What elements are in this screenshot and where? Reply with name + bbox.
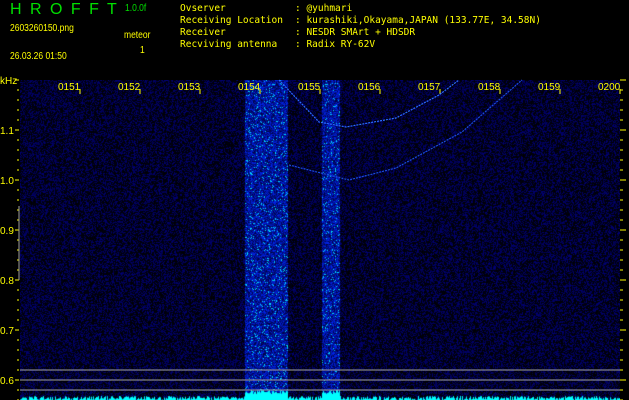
x-tick-label: 0151 xyxy=(58,82,81,93)
y-axis-label: kHz xyxy=(0,76,17,87)
y-tick-label: 1.0 xyxy=(0,176,14,187)
info-row-location: Receiving Location : kurashiki,Okayama,JA… xyxy=(180,15,541,27)
info-row-antenna: Recviving antenna : Radix RY-62V xyxy=(180,39,541,51)
info-row-observer: Ovserver : @yuhmari xyxy=(180,3,541,15)
info-row-receiver: Receiver : NESDR SMArt + HDSDR xyxy=(180,27,541,39)
app-title: H R O F F T xyxy=(10,1,119,18)
info-label: Receiving Location xyxy=(180,15,283,26)
meteor-count: 1 xyxy=(140,45,145,56)
x-tick-label: 0158 xyxy=(478,82,501,93)
info-label: Receiver xyxy=(180,27,226,38)
y-tick-label: 0.8 xyxy=(0,276,14,287)
doppler-traces xyxy=(278,79,523,181)
info-value: : Radix RY-62V xyxy=(295,39,376,50)
info-value: : kurashiki,Okayama,JAPAN (133.77E, 34.5… xyxy=(295,15,541,26)
x-tick-label: 0156 xyxy=(358,82,381,93)
info-label: Ovserver xyxy=(180,3,226,14)
y-tick-label: 1.1 xyxy=(0,126,14,137)
x-tick-label: 0153 xyxy=(178,82,201,93)
info-value: : @yuhmari xyxy=(295,3,353,14)
x-tick-label: 0155 xyxy=(298,82,321,93)
axes: 0151 0152 0153 0154 0155 0156 0157 0158 0159 0200… xyxy=(0,79,626,400)
y-tick-label: 0.9 xyxy=(0,226,14,237)
x-tick-label: 0152 xyxy=(118,82,141,93)
version-label: 1.0.0f xyxy=(125,3,147,14)
x-tick-label: 0159 xyxy=(538,82,561,93)
spectrogram xyxy=(20,80,620,400)
x-tick-label: 0154 xyxy=(238,82,261,93)
doppler-trace xyxy=(278,79,460,128)
y-tick-label: 0.7 xyxy=(0,326,14,337)
info-label: Recviving antenna xyxy=(180,39,278,50)
x-tick-label: 0157 xyxy=(418,82,441,93)
meteor-label: meteor xyxy=(124,30,151,41)
filename-label: 2603260150.png xyxy=(10,23,74,34)
station-info: Ovserver : @yuhmari Receiving Location : k… xyxy=(180,3,541,51)
info-value: : NESDR SMArt + HDSDR xyxy=(295,27,416,38)
x-tick-label: 0200 xyxy=(598,82,621,93)
datetime-label: 26.03.26 01:50 xyxy=(10,51,67,62)
doppler-trace xyxy=(288,79,523,181)
y-tick-label: 0.6 xyxy=(0,376,14,387)
